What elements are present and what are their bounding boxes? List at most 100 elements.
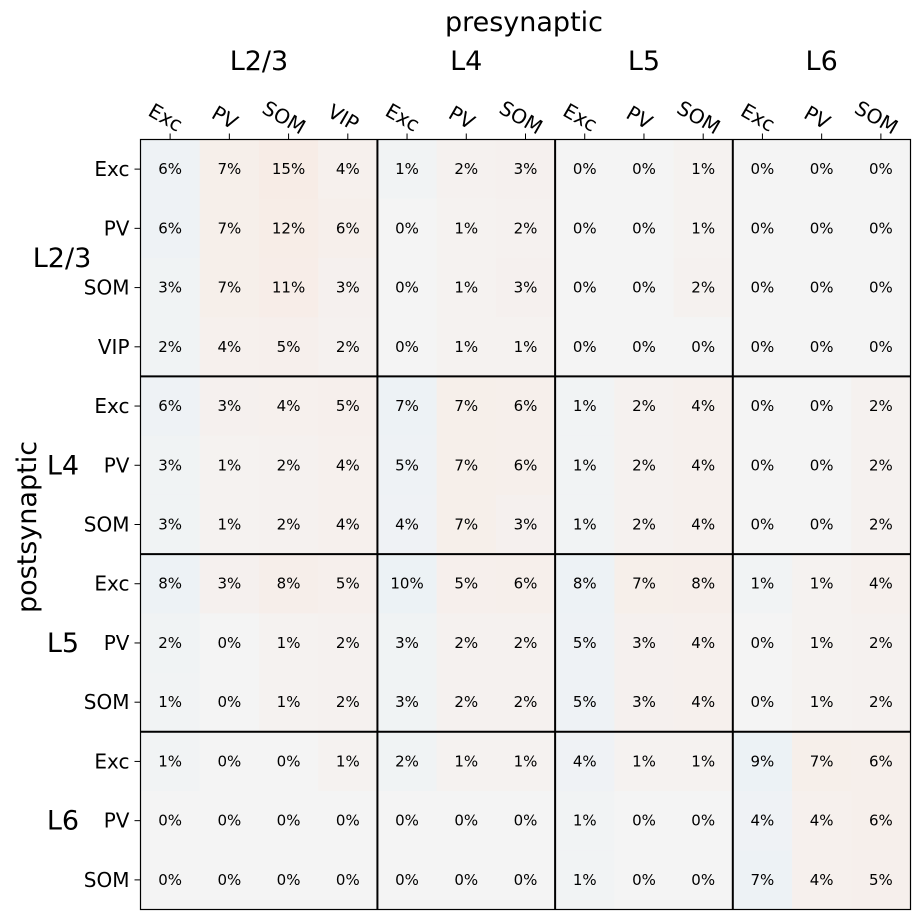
heatmap-cell-r1-c10 bbox=[732, 198, 793, 259]
heatmap-cell-r10-c9 bbox=[673, 731, 734, 792]
y-layer-label: L2/3 bbox=[33, 243, 92, 274]
heatmap-cell-r11-c8 bbox=[614, 791, 675, 851]
cell-value-label: 4% bbox=[336, 516, 360, 534]
cell-value-label: 2% bbox=[454, 634, 478, 652]
heatmap-cell-r9-c8 bbox=[614, 672, 675, 733]
cell-value-label: 1% bbox=[810, 693, 834, 711]
heatmap-cell-r4-c11 bbox=[792, 376, 852, 437]
cell-value-label: 0% bbox=[277, 752, 301, 770]
heatmap-cell-r9-c12 bbox=[851, 672, 911, 733]
heatmap-cell-r3-c12 bbox=[851, 317, 911, 377]
heatmap-cell-r5-c0 bbox=[140, 435, 201, 496]
cell-value-label: 1% bbox=[277, 634, 301, 652]
cell-value-label: 0% bbox=[632, 160, 656, 178]
y-tick-label: SOM bbox=[84, 690, 130, 714]
cell-value-label: 0% bbox=[751, 160, 775, 178]
cell-value-label: 4% bbox=[869, 575, 893, 593]
heatmap-cell-r6-c8 bbox=[614, 494, 675, 555]
y-tick-label: PV bbox=[104, 631, 130, 655]
heatmap-cell-r9-c5 bbox=[436, 672, 497, 733]
heatmap-cell-r12-c5 bbox=[436, 850, 497, 910]
cell-value-label: 3% bbox=[514, 516, 538, 534]
cell-value-label: 4% bbox=[336, 160, 360, 178]
cell-value-label: 0% bbox=[395, 338, 419, 356]
cell-value-label: 7% bbox=[217, 279, 241, 297]
cell-value-label: 4% bbox=[217, 338, 241, 356]
heatmap-cell-r10-c0 bbox=[140, 731, 201, 792]
cell-value-label: 6% bbox=[514, 575, 538, 593]
heatmap-cell-r6-c10 bbox=[732, 494, 793, 555]
heatmap-cell-r0-c10 bbox=[732, 139, 793, 200]
heatmap-cell-r5-c8 bbox=[614, 435, 675, 496]
cell-value-label: 7% bbox=[454, 456, 478, 474]
cell-value-label: 0% bbox=[869, 279, 893, 297]
cell-value-label: 1% bbox=[632, 752, 656, 770]
cell-value-label: 0% bbox=[751, 634, 775, 652]
heatmap-cell-r7-c5 bbox=[436, 554, 497, 614]
cell-value-label: 0% bbox=[810, 456, 834, 474]
heatmap-cell-r11-c11 bbox=[792, 791, 852, 851]
y-tick-label: Exc bbox=[94, 572, 129, 596]
heatmap-cell-r0-c4 bbox=[377, 139, 438, 200]
layer-separators bbox=[140, 139, 911, 910]
cell-value-label: 0% bbox=[395, 812, 419, 830]
cell-value-label: 3% bbox=[336, 279, 360, 297]
heatmap-cell-r1-c9 bbox=[673, 198, 734, 259]
heatmap-cell-r2-c11 bbox=[792, 257, 852, 318]
cell-value-label: 1% bbox=[691, 219, 715, 237]
cell-value-label: 1% bbox=[277, 693, 301, 711]
heatmap-cell-r11-c12 bbox=[851, 791, 911, 851]
heatmap-cell-r10-c10 bbox=[732, 731, 793, 792]
cell-value-label: 0% bbox=[395, 871, 419, 889]
heatmap-cell-r7-c0 bbox=[140, 554, 201, 614]
cell-value-label: 1% bbox=[454, 338, 478, 356]
cell-value-label: 0% bbox=[573, 338, 597, 356]
heatmap-cell-r8-c11 bbox=[792, 613, 852, 674]
cell-value-label: 5% bbox=[573, 634, 597, 652]
cell-value-label: 4% bbox=[691, 456, 715, 474]
cell-value-label: 7% bbox=[454, 516, 478, 534]
heatmap-cell-r4-c6 bbox=[495, 376, 556, 437]
heatmap-cell-r7-c8 bbox=[614, 554, 675, 614]
heatmap-cell-r10-c11 bbox=[792, 731, 852, 792]
cell-value-label: 2% bbox=[454, 160, 478, 178]
heatmap-cell-r8-c4 bbox=[377, 613, 438, 674]
cell-value-label: 2% bbox=[869, 634, 893, 652]
heatmap-cell-r4-c0 bbox=[140, 376, 201, 437]
cell-value-label: 0% bbox=[158, 812, 182, 830]
heatmap-cell-r0-c9 bbox=[673, 139, 734, 200]
cell-value-label: 1% bbox=[217, 456, 241, 474]
heatmap-cell-r3-c10 bbox=[732, 317, 793, 377]
x-axis-title: presynaptic bbox=[445, 7, 603, 38]
cell-value-label: 2% bbox=[632, 456, 656, 474]
heatmap-cell-r9-c1 bbox=[199, 672, 260, 733]
heatmap-cell-r6-c7 bbox=[555, 494, 615, 555]
cell-value-label: 1% bbox=[573, 516, 597, 534]
cell-value-label: 1% bbox=[454, 752, 478, 770]
x-layer-label: L2/3 bbox=[230, 46, 289, 77]
heatmap-cell-r5-c6 bbox=[495, 435, 556, 496]
heatmap-cell-r9-c6 bbox=[495, 672, 556, 733]
cell-value-label: 0% bbox=[810, 397, 834, 415]
y-tick-group: ExcPVSOMVIPExcPVSOMExcPVSOMExcPVSOML2/3L… bbox=[33, 157, 141, 892]
heatmap-cell-r11-c2 bbox=[258, 791, 319, 851]
heatmap-cell-r1-c12 bbox=[851, 198, 911, 259]
cell-value-label: 7% bbox=[810, 752, 834, 770]
heatmap-cell-r8-c3 bbox=[318, 613, 378, 674]
cell-value-label: 7% bbox=[217, 160, 241, 178]
heatmap-cell-r10-c2 bbox=[258, 731, 319, 792]
heatmap-cell-r1-c2 bbox=[258, 198, 319, 259]
y-tick-label: Exc bbox=[94, 749, 129, 773]
cell-value-label: 5% bbox=[277, 338, 301, 356]
cell-value-label: 1% bbox=[751, 575, 775, 593]
heatmap-cell-r3-c4 bbox=[377, 317, 438, 377]
cell-value-label: 9% bbox=[751, 752, 775, 770]
heatmap-cell-r0-c2 bbox=[258, 139, 319, 200]
cell-value-label: 1% bbox=[395, 160, 419, 178]
heatmap-cell-r12-c6 bbox=[495, 850, 556, 910]
heatmap-cell-labels: 6% 7% 15% 4% 1% 2% 3% 0% 0% 1% 0% 0% 0% 6% 7% 12% 6% 0% 1%… bbox=[158, 160, 893, 889]
heatmap-cell-r3-c0 bbox=[140, 317, 201, 377]
cell-value-label: 2% bbox=[336, 338, 360, 356]
heatmap-cell-r1-c8 bbox=[614, 198, 675, 259]
cell-value-label: 2% bbox=[336, 693, 360, 711]
